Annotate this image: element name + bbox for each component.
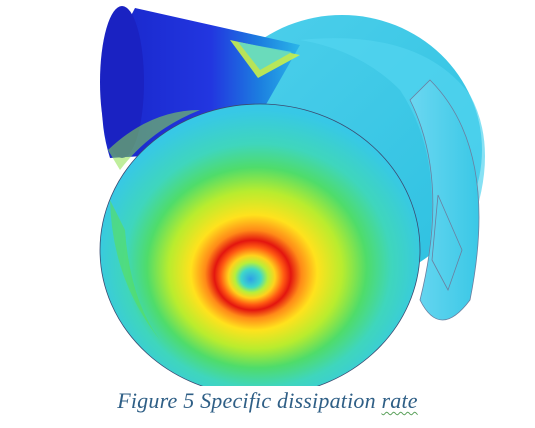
simulation-contour-image <box>99 6 485 390</box>
outlet-opening <box>100 6 144 158</box>
caption-text: Figure 5 Specific dissipation <box>117 388 382 413</box>
casing-rim <box>409 79 480 321</box>
casing-front <box>99 103 421 390</box>
caption-flagged-word: rate <box>381 388 418 413</box>
figure-caption: Figure 5 Specific dissipation rate <box>0 388 535 414</box>
